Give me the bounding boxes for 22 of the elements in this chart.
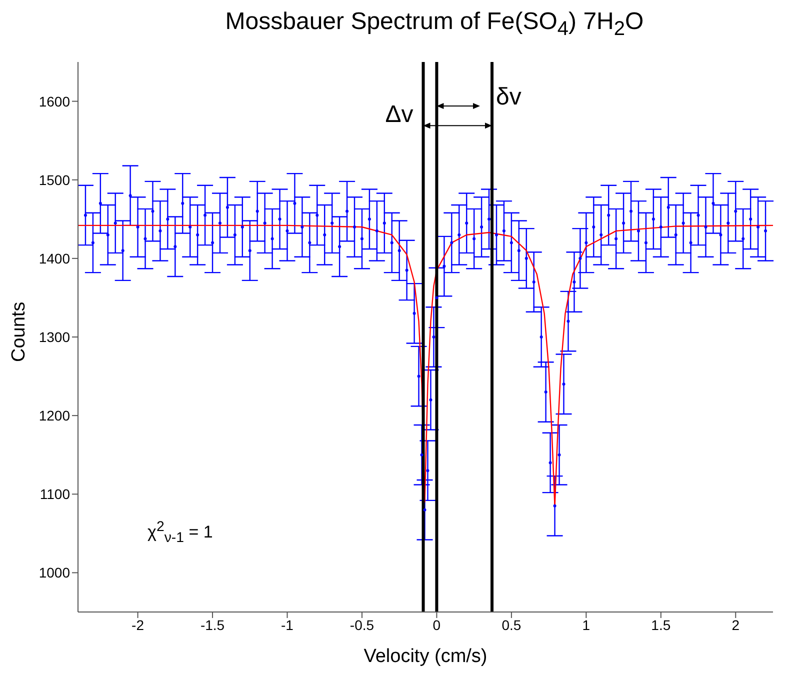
x-tick-label: -1.5	[200, 616, 225, 633]
y-tick-label: 1000	[38, 564, 70, 581]
y-tick-label: 1500	[38, 172, 70, 188]
chart-title: Mossbauer Spectrum of Fe(SO$_{4}$) 7H$_{2}$O	[224, 8, 645, 42]
annotation: Δv	[385, 100, 414, 128]
y-tick-label: 1400	[38, 250, 70, 266]
x-tick-label: 0	[432, 616, 441, 633]
y-tick-label: 1200	[38, 408, 70, 424]
annotation: δv	[496, 83, 522, 110]
x-tick-label: -1	[281, 616, 294, 633]
x-tick-label: 2	[732, 616, 740, 633]
annotation: χ$^{2}$$_{ν-1}$ = 1	[148, 518, 213, 546]
x-tick-label: -0.5	[350, 616, 374, 633]
x-tick-label: 1	[582, 616, 590, 633]
x-tick-label: 0.5	[502, 616, 522, 633]
y-tick-label: 1100	[40, 486, 70, 502]
x-axis-title: Velocity (cm/s)	[364, 646, 488, 667]
y-tick-label: 1300	[38, 328, 70, 345]
x-tick-label: -2	[132, 616, 144, 633]
y-tick-label: 1600	[38, 93, 70, 110]
y-axis-title: Counts	[8, 302, 30, 362]
x-tick-label: 1.5	[651, 616, 671, 633]
